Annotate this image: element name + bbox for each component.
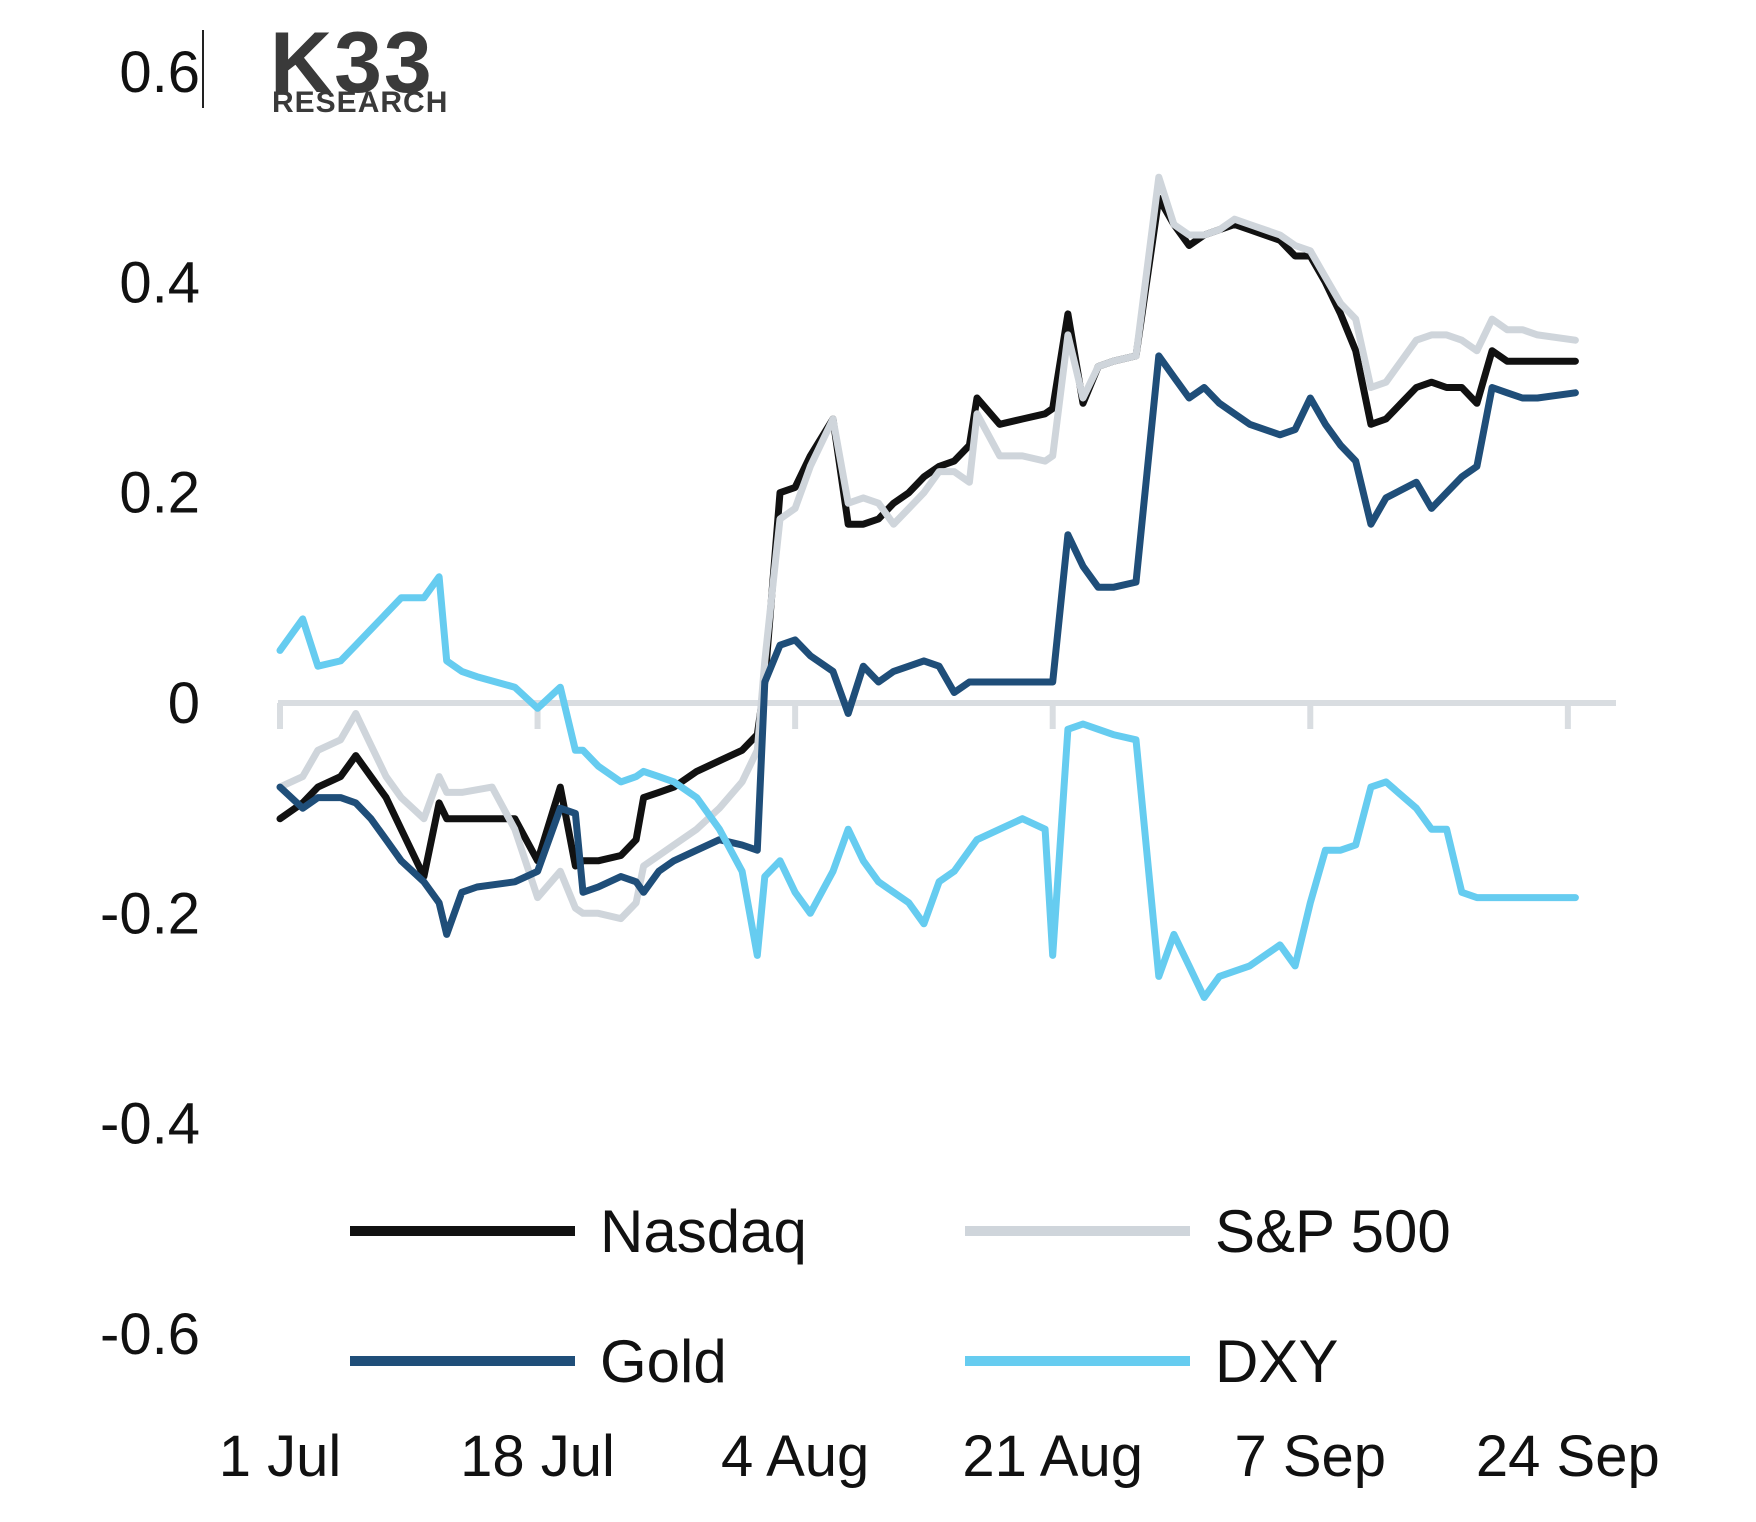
k33-logo: K33 RESEARCH — [202, 15, 448, 119]
series-line-s-p-500 — [276, 173, 1579, 923]
y-axis-ticks: 0.6 0.4 0.2 0 -0.2 -0.4 -0.6 — [100, 40, 200, 1367]
y-tick-label: -0.4 — [100, 1092, 200, 1157]
logo-main-text: K33 — [270, 15, 434, 111]
legend-label-s-p-500: S&P 500 — [1215, 1198, 1451, 1265]
series-line-gold — [276, 352, 1579, 938]
logo-sub-text: RESEARCH — [272, 86, 448, 119]
x-tick-label: 21 Aug — [962, 1424, 1143, 1489]
y-tick-label: 0.2 — [119, 461, 200, 526]
x-axis-ticks: 1 Jul 18 Jul 4 Aug 21 Aug 7 Sep 24 Sep — [219, 1424, 1660, 1489]
series-lines — [276, 173, 1579, 1001]
x-tick-label: 4 Aug — [721, 1424, 869, 1489]
y-tick-label: 0 — [168, 671, 200, 736]
zero-axis — [277, 700, 1616, 729]
x-tick-label: 24 Sep — [1476, 1424, 1660, 1489]
legend-label-gold: Gold — [600, 1328, 727, 1395]
legend-label-nasdaq: Nasdaq — [600, 1198, 807, 1265]
legend: Nasdaq S&P 500 Gold DXY — [350, 1198, 1451, 1395]
x-tick-label: 1 Jul — [219, 1424, 342, 1489]
y-tick-label: 0.4 — [119, 250, 200, 315]
x-tick-label: 18 Jul — [460, 1424, 615, 1489]
series-line-nasdaq — [276, 194, 1579, 880]
legend-label-dxy: DXY — [1215, 1328, 1338, 1395]
y-tick-label: 0.6 — [119, 40, 200, 105]
x-tick-label: 7 Sep — [1234, 1424, 1386, 1489]
y-tick-label: -0.2 — [100, 881, 200, 946]
y-tick-label: -0.6 — [100, 1302, 200, 1367]
series-line-dxy — [276, 573, 1579, 1001]
